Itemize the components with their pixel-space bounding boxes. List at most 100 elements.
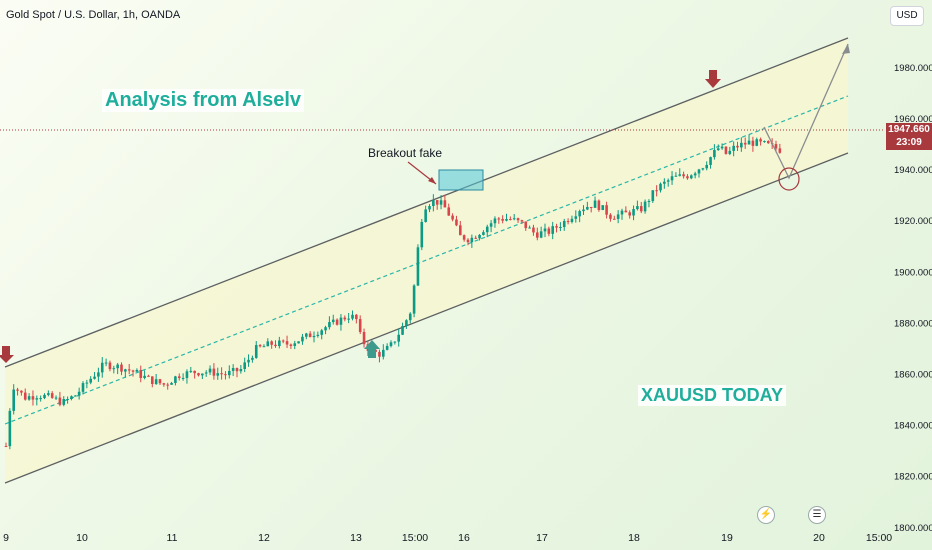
candle-body — [551, 226, 554, 234]
candle-body — [470, 237, 474, 243]
xauusd-today-label: XAUUSD TODAY — [638, 385, 787, 406]
breakout-fake-label: Breakout fake — [368, 146, 443, 160]
candle-body — [335, 319, 339, 325]
candle-body — [324, 327, 327, 331]
candle-body — [378, 351, 381, 357]
candle-body — [16, 389, 19, 391]
y-axis[interactable]: 1800.000 1820.000 1840.000 1860.000 1880.000… — [894, 63, 932, 534]
candle-body — [747, 140, 751, 145]
candle-body — [678, 174, 682, 176]
candle-body — [543, 228, 547, 232]
candle-body — [416, 247, 420, 286]
candle-body — [224, 374, 227, 376]
candle-body — [536, 232, 539, 238]
candle-body — [316, 334, 320, 336]
candle-body — [643, 201, 647, 212]
candle-body — [124, 369, 127, 372]
candle-body — [308, 333, 312, 338]
candle-body — [231, 368, 235, 371]
lightning-icon[interactable]: ⚡ — [757, 506, 775, 524]
candle-body — [235, 368, 239, 372]
candle-body — [258, 345, 262, 347]
candle-body — [20, 390, 23, 393]
candle-body — [281, 340, 285, 342]
flag-icon[interactable]: ☰ — [808, 506, 826, 524]
channel-upper-line[interactable] — [4, 37, 849, 368]
candle-body — [474, 237, 477, 239]
candle-body — [693, 173, 697, 176]
candle-body — [509, 219, 512, 221]
candle-body — [100, 362, 104, 373]
projection-arrowhead — [842, 44, 850, 54]
candle-body — [601, 205, 605, 210]
candle-body — [428, 206, 431, 210]
candle-body — [70, 396, 73, 399]
candle-body — [177, 376, 181, 378]
candle-body — [455, 219, 458, 226]
candle-body — [613, 218, 616, 220]
breakout-highlight-box[interactable] — [438, 169, 484, 191]
channel-lower-line[interactable] — [4, 152, 849, 484]
candle-body — [35, 398, 39, 400]
x-tick-label: 9 — [3, 532, 9, 544]
arrow-up-bottom[interactable] — [364, 340, 380, 358]
candle-body — [247, 359, 250, 363]
candle-body — [305, 333, 308, 337]
arrow-down-top[interactable] — [705, 70, 721, 88]
projection-path[interactable] — [763, 43, 849, 180]
candle-body — [8, 410, 12, 447]
candle-body — [740, 142, 743, 148]
candle-body — [358, 319, 362, 332]
candle-body — [135, 369, 139, 372]
candle-body — [108, 362, 112, 370]
x-tick-label: 15:00 — [402, 532, 428, 544]
candle-body — [647, 201, 651, 203]
candle-body — [397, 334, 400, 342]
candle-body — [208, 368, 212, 373]
y-tick-label: 1880.000 — [894, 318, 932, 329]
candle-body — [50, 393, 54, 398]
candle-body — [574, 216, 578, 219]
candle-body — [751, 140, 755, 146]
x-tick-label: 17 — [536, 532, 548, 544]
candle-body — [497, 218, 501, 220]
candle-body — [686, 176, 689, 179]
candle-body — [181, 377, 185, 379]
candle-body — [570, 218, 574, 223]
channel-mid-line[interactable] — [4, 95, 849, 425]
arrow-down-left[interactable] — [0, 346, 14, 363]
x-tick-label: 20 — [813, 532, 825, 544]
currency-selector[interactable]: USD — [890, 6, 924, 26]
current-price-value: 1947.660 — [888, 124, 930, 135]
candle-body — [593, 200, 597, 208]
candle-body — [651, 190, 655, 202]
candle-body — [401, 325, 404, 335]
candle-body — [12, 389, 15, 411]
candle-body — [131, 370, 135, 372]
candle-body — [201, 373, 204, 376]
channel-area — [5, 38, 848, 483]
candle-body — [347, 318, 350, 320]
target-circle[interactable] — [778, 167, 800, 191]
candle-body — [355, 314, 358, 320]
candle-body — [328, 322, 331, 328]
candle-body — [659, 183, 662, 191]
candle-body — [459, 225, 462, 236]
candle-body — [158, 379, 162, 384]
countdown-value: 23:09 — [896, 137, 922, 148]
candle-body — [466, 239, 470, 243]
candle-body — [512, 218, 516, 220]
candle-body — [532, 227, 535, 233]
candle-body — [39, 398, 42, 400]
x-tick-label: 12 — [258, 532, 270, 544]
x-axis[interactable]: 9 10 11 12 13 15:00 16 17 18 19 20 15:00 — [3, 532, 892, 544]
candle-body — [58, 397, 62, 405]
candle-body — [216, 373, 220, 376]
x-tick-label: 18 — [628, 532, 640, 544]
y-tick-label: 1940.000 — [894, 165, 932, 176]
candle-body — [716, 148, 720, 150]
candle-body — [251, 357, 254, 360]
y-tick-label: 1920.000 — [894, 216, 932, 227]
candle-body — [516, 218, 520, 221]
